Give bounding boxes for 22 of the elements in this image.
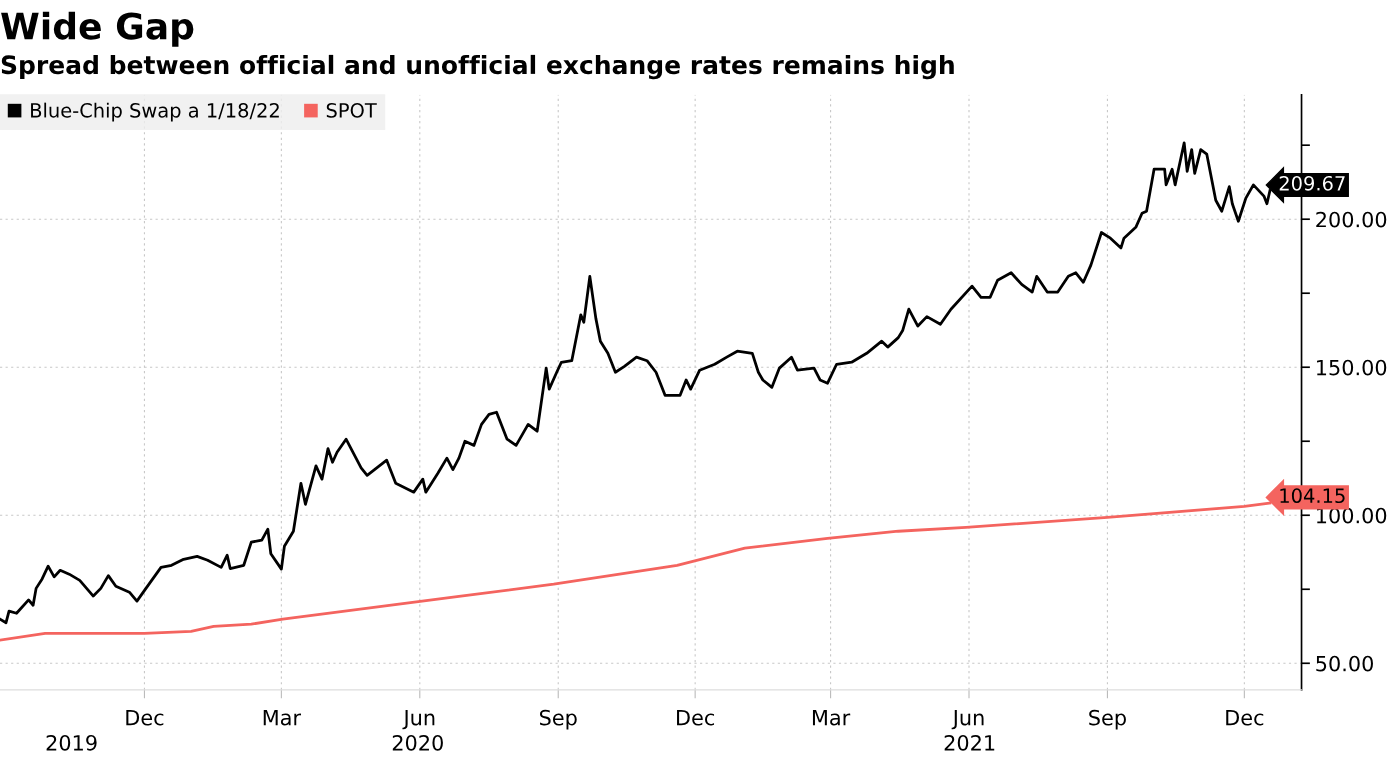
chart-title: Wide Gap: [1, 11, 194, 47]
x-tick-label: Sep: [539, 709, 577, 730]
text: 2020: [392, 734, 443, 751]
chart-subtitle: Spread between official and unofficial exchange rates remains high: [1, 54, 954, 80]
legend-label: Blue-Chip Swap a 1/18/22: [31, 102, 279, 122]
data-label: 209.67: [1279, 175, 1345, 191]
x-tick-label: Mar: [812, 710, 851, 726]
x-tick-label: Dec: [677, 710, 715, 726]
data-label: 104.15: [1280, 488, 1345, 504]
x-tick-label: Jun: [402, 710, 435, 730]
text: 2021: [944, 734, 995, 751]
x-tick-label: Mar: [263, 710, 302, 726]
y-tick-label: 150.00: [1317, 359, 1387, 376]
x-tick-label: Dec: [1226, 710, 1264, 726]
y-tick-label: 50.00: [1316, 655, 1373, 672]
x-tick-label: Jun: [951, 710, 984, 730]
legend-label: SPOT: [326, 102, 377, 118]
y-tick-label: 200.00: [1316, 211, 1387, 228]
text: 2019: [46, 734, 97, 751]
y-tick-label: 100.00: [1317, 507, 1387, 524]
x-tick-label: Sep: [1089, 709, 1126, 730]
x-tick-label: Dec: [126, 710, 164, 726]
